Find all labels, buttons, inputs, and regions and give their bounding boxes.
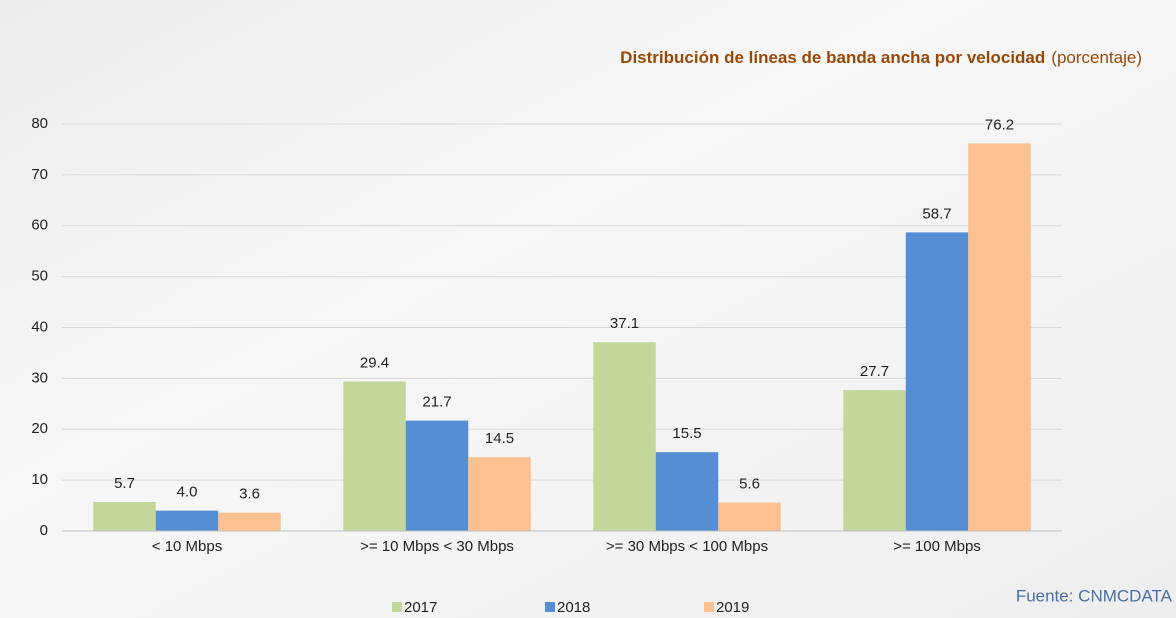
bar <box>93 502 156 531</box>
x-tick-label: >= 10 Mbps < 30 Mbps <box>360 538 514 555</box>
bar <box>655 452 719 531</box>
source: Fuente: CNMCDATA <box>1016 586 1173 605</box>
data-label: 4.0 <box>177 484 198 501</box>
bar <box>718 502 781 531</box>
bar <box>405 420 469 531</box>
data-label: 5.6 <box>739 475 760 492</box>
bar <box>968 143 1031 531</box>
bar <box>468 457 531 531</box>
y-tick-label: 60 <box>31 217 48 234</box>
y-tick-label: 70 <box>31 166 48 183</box>
chart-title: Distribución de líneas de banda ancha po… <box>620 48 1142 67</box>
data-label: 3.6 <box>239 486 260 503</box>
y-tick-label: 20 <box>31 420 48 437</box>
title-unit: (porcentaje) <box>1051 48 1142 67</box>
bar <box>905 232 969 531</box>
y-tick-label: 30 <box>31 369 48 386</box>
data-label: 58.7 <box>922 205 951 222</box>
bar <box>593 342 656 531</box>
legend-swatch <box>392 602 402 612</box>
bar <box>343 381 406 531</box>
x-tick-label: >= 30 Mbps < 100 Mbps <box>606 538 768 555</box>
y-tick-label: 40 <box>31 318 48 335</box>
bar <box>843 390 906 531</box>
data-label: 27.7 <box>860 363 889 380</box>
bar <box>155 510 219 531</box>
data-label: 76.2 <box>985 116 1014 133</box>
data-label: 21.7 <box>422 394 451 411</box>
x-tick-label: < 10 Mbps <box>152 538 222 555</box>
data-label: 14.5 <box>485 430 514 447</box>
legend-swatch <box>704 602 714 612</box>
x-tick-label: >= 100 Mbps <box>893 538 981 555</box>
legend-label: 2019 <box>716 599 749 616</box>
legend-label: 2018 <box>557 599 590 616</box>
title-main: Distribución de líneas de banda ancha po… <box>620 48 1045 67</box>
y-tick-label: 50 <box>31 268 48 285</box>
y-tick-label: 80 <box>31 115 48 132</box>
data-label: 15.5 <box>672 425 701 442</box>
bar <box>218 512 281 531</box>
y-tick-label: 10 <box>31 471 48 488</box>
data-label: 5.7 <box>114 475 135 492</box>
y-tick-label: 0 <box>40 522 48 539</box>
data-label: 29.4 <box>360 354 389 371</box>
data-label: 37.1 <box>610 315 639 332</box>
legend-swatch <box>545 602 555 612</box>
legend-label: 2017 <box>404 599 437 616</box>
